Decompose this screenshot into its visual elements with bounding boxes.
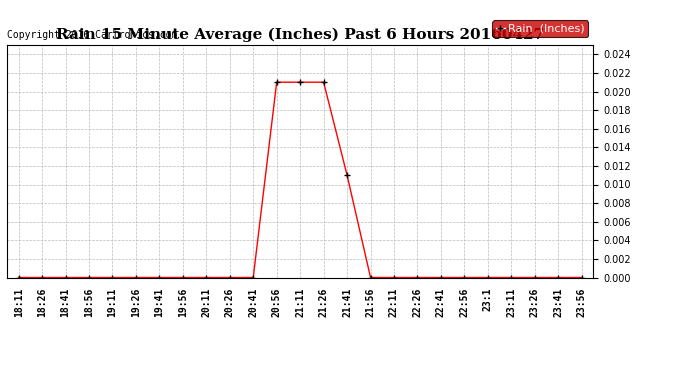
Rain  (Inches) (484, 275, 492, 280)
Rain  (Inches) (390, 275, 398, 280)
Rain  (Inches) (202, 275, 210, 280)
Rain  (Inches) (61, 275, 70, 280)
Rain  (Inches) (155, 275, 164, 280)
Rain  (Inches) (108, 275, 117, 280)
Rain  (Inches) (273, 80, 281, 84)
Rain  (Inches) (343, 173, 351, 177)
Rain  (Inches) (507, 275, 515, 280)
Rain  (Inches) (38, 275, 46, 280)
Text: Copyright 2016 Cartronics.com: Copyright 2016 Cartronics.com (7, 30, 177, 40)
Rain  (Inches) (413, 275, 422, 280)
Legend: Rain  (Inches): Rain (Inches) (493, 20, 588, 37)
Rain  (Inches) (460, 275, 469, 280)
Rain  (Inches) (249, 275, 257, 280)
Rain  (Inches) (14, 275, 23, 280)
Rain  (Inches) (554, 275, 562, 280)
Rain  (Inches) (531, 275, 539, 280)
Rain  (Inches) (132, 275, 140, 280)
Rain  (Inches) (366, 275, 375, 280)
Rain  (Inches) (578, 275, 586, 280)
Rain  (Inches) (296, 80, 304, 84)
Rain  (Inches) (437, 275, 445, 280)
Line: Rain  (Inches): Rain (Inches) (16, 80, 584, 280)
Rain  (Inches) (226, 275, 234, 280)
Rain  (Inches) (85, 275, 93, 280)
Rain  (Inches) (179, 275, 187, 280)
Title: Rain 15 Minute Average (Inches) Past 6 Hours 20160427: Rain 15 Minute Average (Inches) Past 6 H… (56, 28, 544, 42)
Rain  (Inches) (319, 80, 328, 84)
